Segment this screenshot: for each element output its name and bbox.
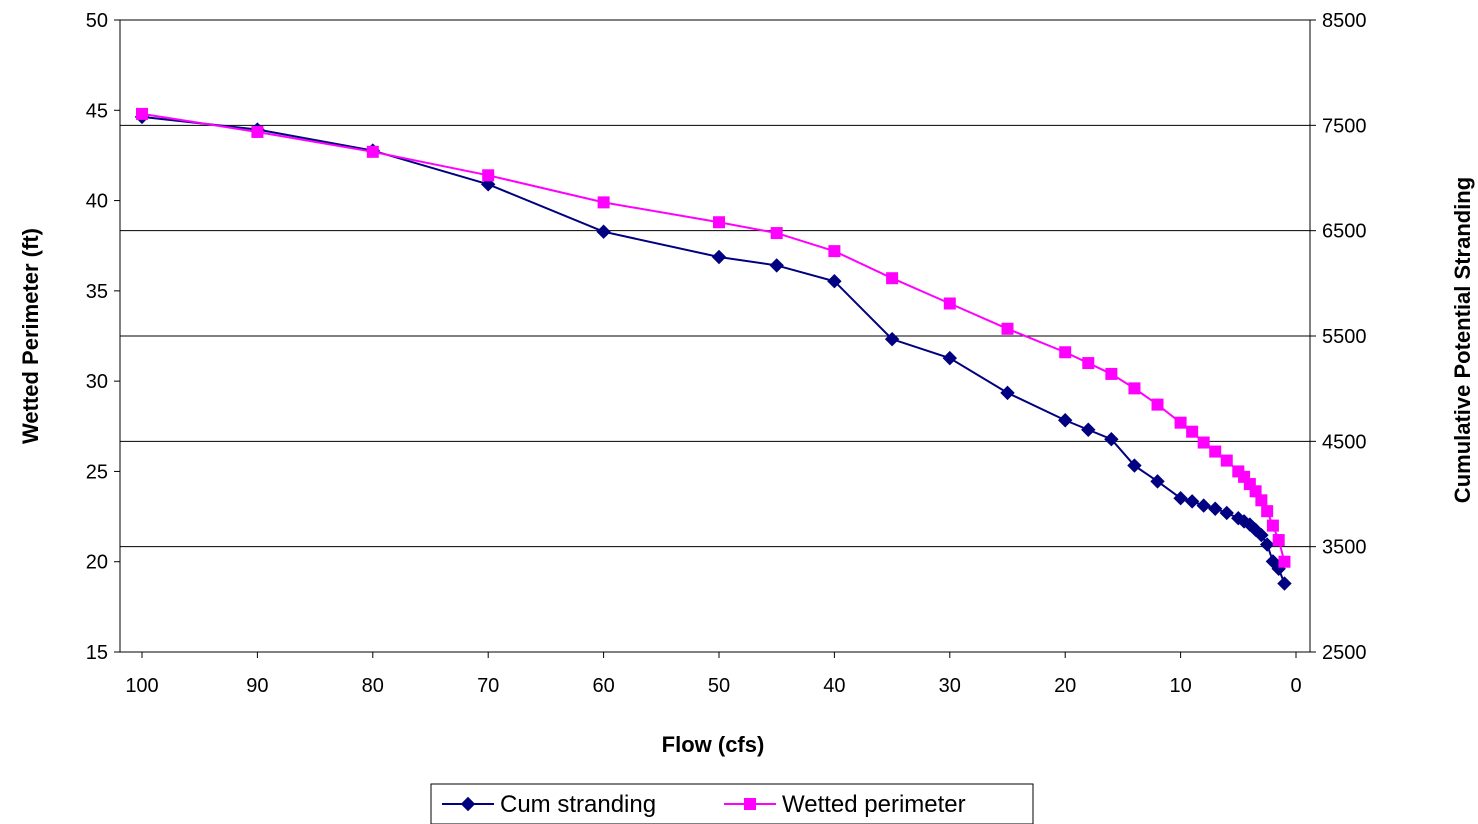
left-y-tick-label: 20 xyxy=(86,552,108,574)
cum-stranding-point xyxy=(1254,527,1269,543)
wetted-perimeter-point xyxy=(251,125,264,138)
cum-stranding-point xyxy=(1277,576,1292,591)
cum-stranding-point xyxy=(711,249,727,265)
right-y-tick-label: 8500 xyxy=(1322,10,1367,32)
wetted-perimeter-point xyxy=(1186,425,1199,438)
left-y-axis-title: Wetted Perimeter (ft) xyxy=(18,228,43,444)
cum-stranding-point xyxy=(1081,422,1096,437)
x-tick-label: 30 xyxy=(939,675,961,697)
legend-label-cum-stranding: Cum stranding xyxy=(500,791,656,818)
wetted-perimeter-point xyxy=(1220,454,1233,467)
wetted-perimeter-point xyxy=(1001,322,1014,335)
cum-stranding-point xyxy=(1219,505,1234,521)
cum-stranding-point xyxy=(1196,498,1211,513)
x-tick-label: 60 xyxy=(592,675,614,697)
x-tick-label: 80 xyxy=(362,675,384,697)
wetted-perimeter-point xyxy=(1128,382,1141,395)
x-tick-label: 90 xyxy=(246,675,268,697)
wetted-perimeter-point xyxy=(1278,555,1291,568)
cum-stranding-line xyxy=(141,115,1286,584)
wetted-perimeter-point xyxy=(1105,367,1118,380)
right-y-tick-label: 6500 xyxy=(1322,221,1367,243)
wetted-perimeter-point xyxy=(1266,519,1279,532)
right-y-tick-label: 3500 xyxy=(1322,537,1367,559)
x-tick-label: 20 xyxy=(1054,675,1076,697)
left-y-tick-label: 30 xyxy=(86,371,108,393)
wetted-perimeter-point xyxy=(136,107,148,120)
wetted-perimeter-point xyxy=(770,227,783,240)
wetted-perimeter-point xyxy=(1059,346,1072,359)
wetted-perimeter-point xyxy=(597,196,610,209)
right-y-tick-label: 5500 xyxy=(1322,326,1367,348)
right-y-tick-label: 7500 xyxy=(1322,115,1367,137)
wetted-perimeter-point xyxy=(943,297,956,310)
x-tick-label: 50 xyxy=(708,675,730,697)
left-y-tick-label: 35 xyxy=(86,281,108,303)
x-tick-label: 100 xyxy=(125,675,158,697)
wetted-perimeter-point xyxy=(1261,505,1274,518)
x-tick-label: 70 xyxy=(477,675,499,697)
series xyxy=(134,107,1292,591)
legend-swatches xyxy=(442,796,776,812)
legend: Cum stranding Wetted perimeter xyxy=(430,783,1034,824)
wetted-perimeter-point xyxy=(828,245,841,258)
wetted-perimeter-point xyxy=(1249,485,1262,498)
wetted-perimeter-point xyxy=(713,216,725,229)
right-y-tick-label: 2500 xyxy=(1322,642,1367,664)
legend-marker-wetted-perimeter xyxy=(744,798,756,810)
x-tick-label: 10 xyxy=(1169,675,1191,697)
wetted-perimeter-point xyxy=(482,169,495,182)
cum-stranding-point xyxy=(942,350,958,366)
cum-stranding-point xyxy=(1127,458,1142,473)
cum-stranding-point xyxy=(1259,537,1275,552)
cum-stranding-point xyxy=(1000,385,1015,401)
wetted-perimeter-point xyxy=(1174,416,1187,429)
cum-stranding-point xyxy=(1173,491,1188,506)
wetted-perimeter-point xyxy=(886,272,899,285)
wetted-perimeter-point xyxy=(1255,494,1268,507)
left-y-tick-label: 40 xyxy=(86,191,108,213)
cum-stranding-point xyxy=(1057,413,1073,428)
cum-stranding-point xyxy=(1208,501,1223,516)
cum-stranding-point xyxy=(884,331,900,347)
x-tick-label: 40 xyxy=(823,675,845,697)
axes: 15 20 25 30 35 40 45 50 2500 3500 4500 5500 6500 7500… xyxy=(86,10,1367,697)
wetted-perimeter-point xyxy=(366,145,379,158)
left-y-tick-label: 45 xyxy=(86,100,108,122)
left-y-tick-label: 50 xyxy=(86,10,108,32)
cum-stranding-point xyxy=(596,224,611,239)
cum-stranding-point xyxy=(1150,474,1165,489)
cum-stranding-point xyxy=(769,258,784,273)
wetted-perimeter-point xyxy=(1209,445,1222,458)
wetted-perimeter-point xyxy=(1197,436,1210,449)
wetted-perimeter-point xyxy=(1082,357,1095,370)
right-y-axis-title: Cumulative Potential Stranding xyxy=(1450,177,1475,503)
x-axis-title: Flow (cfs) xyxy=(662,732,765,757)
legend-label-wetted-perimeter: Wetted perimeter xyxy=(782,791,966,818)
wetted-perimeter-point xyxy=(1272,534,1285,547)
legend-marker-cum-stranding xyxy=(460,796,476,812)
gridlines xyxy=(120,124,1310,548)
cum-stranding-point xyxy=(1104,432,1119,447)
x-tick-label: 0 xyxy=(1290,675,1301,697)
right-y-tick-label: 4500 xyxy=(1322,431,1367,453)
left-y-tick-label: 25 xyxy=(86,461,108,483)
cum-stranding-point xyxy=(1184,494,1200,509)
left-y-tick-label: 15 xyxy=(86,642,108,664)
wetted-perimeter-line xyxy=(141,112,1286,562)
wetted-perimeter-point xyxy=(1151,398,1164,411)
cum-stranding-point xyxy=(827,274,842,289)
